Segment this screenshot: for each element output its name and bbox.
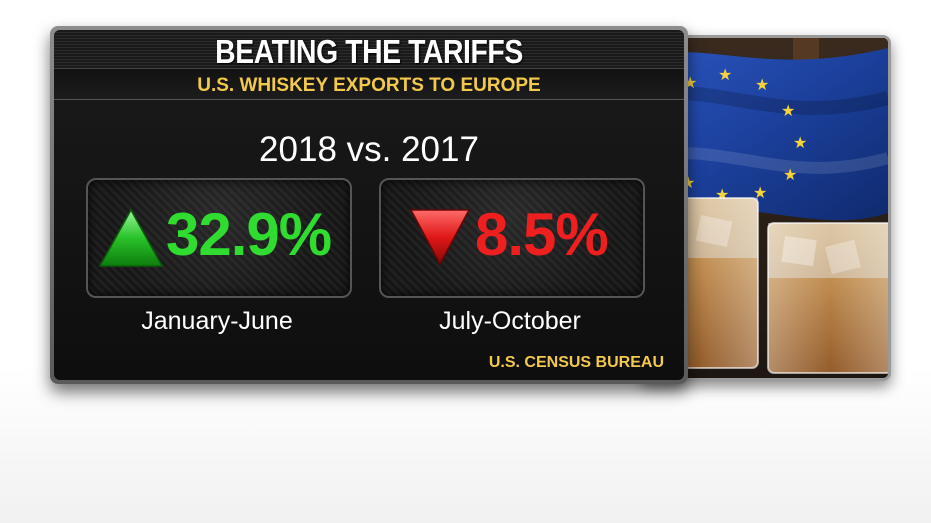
svg-text:★: ★ xyxy=(718,67,732,84)
svg-text:★: ★ xyxy=(755,77,769,94)
stat-box-january-june: 32.9% xyxy=(86,178,352,298)
info-graphic-inner: BEATING THE TARIFFS U.S. WHISKEY EXPORTS… xyxy=(54,30,684,380)
svg-text:★: ★ xyxy=(781,103,795,120)
eu-flag-icon xyxy=(643,48,888,221)
up-triangle-icon xyxy=(98,208,164,267)
down-triangle-icon xyxy=(409,209,471,266)
info-graphic-panel: BEATING THE TARIFFS U.S. WHISKEY EXPORTS… xyxy=(50,26,688,384)
svg-text:★: ★ xyxy=(753,185,767,202)
graphic-title: BEATING THE TARIFFS xyxy=(215,33,523,70)
stat-value-up: 32.9% xyxy=(166,201,332,268)
period-label-july-october: July-October xyxy=(439,307,581,335)
svg-text:★: ★ xyxy=(783,167,797,184)
subtitle-bar: U.S. WHISKEY EXPORTS TO EUROPE xyxy=(54,69,684,100)
svg-text:★: ★ xyxy=(793,135,807,152)
stat-box-july-october: 8.5% xyxy=(379,178,645,298)
source-credit: U.S. CENSUS BUREAU xyxy=(488,354,664,371)
whiskey-glass-icon xyxy=(767,222,888,374)
stat-value-down: 8.5% xyxy=(475,201,609,268)
period-label-january-june: January-June xyxy=(141,307,293,335)
comparison-label: 2018 vs. 2017 xyxy=(259,130,479,169)
title-bar: BEATING THE TARIFFS xyxy=(54,30,684,70)
graphic-subtitle: U.S. WHISKEY EXPORTS TO EUROPE xyxy=(197,75,541,96)
